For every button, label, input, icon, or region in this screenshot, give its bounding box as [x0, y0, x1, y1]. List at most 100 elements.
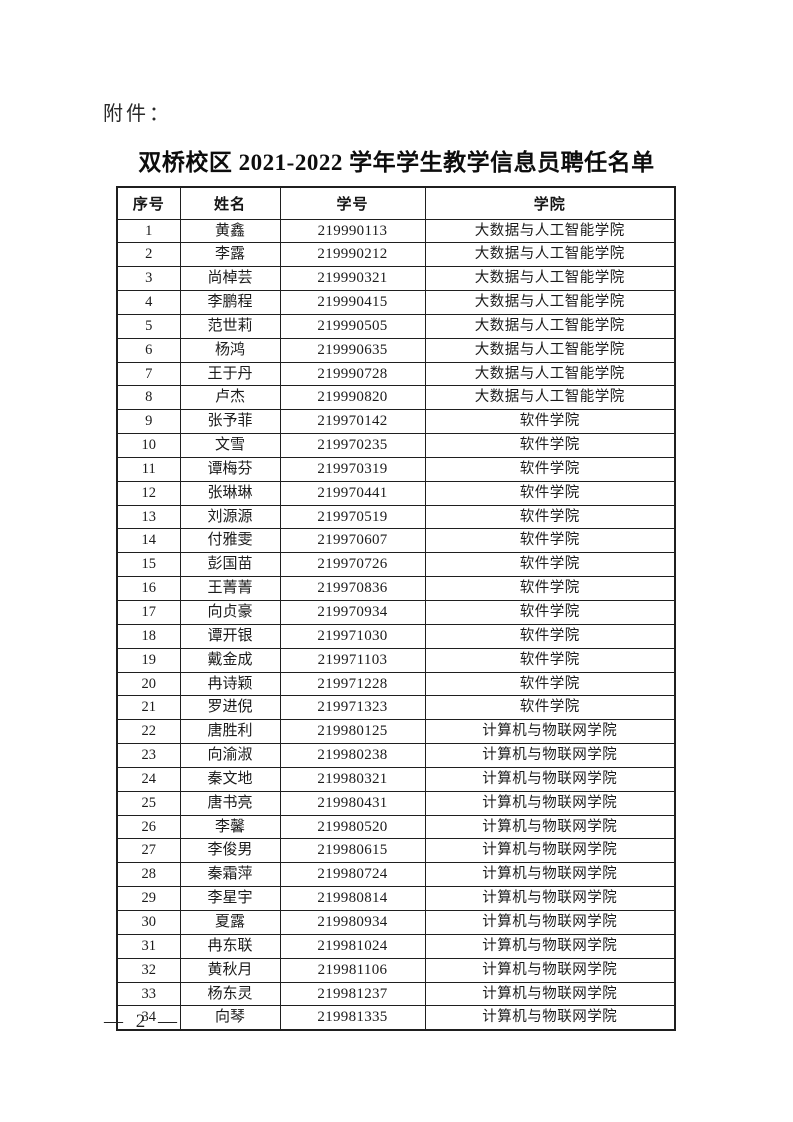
table-row: 28 秦霜萍 219980724 计算机与物联网学院 — [116, 862, 676, 888]
name-cell: 张予菲 — [179, 409, 281, 435]
column-header-college: 学院 — [424, 186, 676, 220]
college-cell: 软件学院 — [424, 623, 676, 649]
student-id-cell: 219970836 — [279, 576, 426, 601]
column-header-name: 姓名 — [179, 186, 281, 220]
name-cell: 夏露 — [179, 909, 281, 935]
name-cell: 秦文地 — [179, 766, 281, 792]
college-cell: 大数据与人工智能学院 — [424, 337, 676, 363]
name-cell: 张琳琳 — [179, 480, 281, 506]
serial-cell: 33 — [116, 981, 181, 1007]
college-cell: 软件学院 — [424, 671, 676, 697]
college-cell: 软件学院 — [424, 576, 676, 601]
serial-cell: 22 — [116, 719, 181, 745]
table-row: 8 卢杰 219990820 大数据与人工智能学院 — [116, 385, 676, 411]
table-row: 34 向琴 219981335 计算机与物联网学院 — [116, 1005, 676, 1031]
college-cell: 软件学院 — [424, 695, 676, 721]
name-cell: 冉诗颖 — [179, 671, 281, 697]
serial-cell: 23 — [116, 743, 181, 768]
serial-cell: 27 — [116, 838, 181, 864]
serial-cell: 24 — [116, 766, 181, 792]
college-cell: 计算机与物联网学院 — [424, 862, 676, 888]
serial-cell: 20 — [116, 671, 181, 697]
college-cell: 软件学院 — [424, 504, 676, 530]
roster-table: 序号 姓名 学号 学院 1 黄鑫 219990113 大数据与人工智能学院 2 李露 219990… — [116, 186, 676, 1032]
serial-cell: 25 — [116, 790, 181, 816]
student-id-cell: 219970142 — [279, 409, 426, 435]
name-cell: 李露 — [179, 242, 281, 268]
name-cell: 秦霜萍 — [179, 862, 281, 888]
college-cell: 软件学院 — [424, 600, 676, 625]
serial-cell: 14 — [116, 528, 181, 554]
name-cell: 冉东联 — [179, 933, 281, 959]
student-id-cell: 219980238 — [279, 743, 426, 768]
table-row: 19 戴金成 219971103 软件学院 — [116, 647, 676, 673]
table-row: 20 冉诗颖 219971228 软件学院 — [116, 671, 676, 697]
student-id-cell: 219970519 — [279, 504, 426, 530]
table-row: 24 秦文地 219980321 计算机与物联网学院 — [116, 766, 676, 792]
serial-cell: 11 — [116, 456, 181, 482]
student-id-cell: 219990113 — [279, 218, 426, 244]
serial-cell: 19 — [116, 647, 181, 673]
student-id-cell: 219990321 — [279, 266, 426, 292]
college-cell: 计算机与物联网学院 — [424, 957, 676, 983]
table-row: 13 刘源源 219970519 软件学院 — [116, 504, 676, 530]
table-row: 11 谭梅芬 219970319 软件学院 — [116, 456, 676, 482]
student-id-cell: 219981335 — [279, 1005, 426, 1031]
college-cell: 软件学院 — [424, 456, 676, 482]
serial-cell: 2 — [116, 242, 181, 268]
name-cell: 尚棹芸 — [179, 266, 281, 292]
college-cell: 计算机与物联网学院 — [424, 790, 676, 816]
college-cell: 大数据与人工智能学院 — [424, 385, 676, 411]
student-id-cell: 219980321 — [279, 766, 426, 792]
student-id-cell: 219981106 — [279, 957, 426, 983]
student-id-cell: 219971323 — [279, 695, 426, 721]
college-cell: 计算机与物联网学院 — [424, 1005, 676, 1031]
table-row: 16 王菁菁 219970836 软件学院 — [116, 576, 676, 601]
name-cell: 卢杰 — [179, 385, 281, 411]
name-cell: 李星宇 — [179, 886, 281, 911]
table-row: 3 尚棹芸 219990321 大数据与人工智能学院 — [116, 266, 676, 292]
serial-cell: 28 — [116, 862, 181, 888]
serial-cell: 9 — [116, 409, 181, 435]
college-cell: 大数据与人工智能学院 — [424, 361, 676, 387]
student-id-cell: 219990635 — [279, 337, 426, 363]
serial-cell: 1 — [116, 218, 181, 244]
name-cell: 范世莉 — [179, 313, 281, 339]
college-cell: 大数据与人工智能学院 — [424, 218, 676, 244]
college-cell: 软件学院 — [424, 480, 676, 506]
student-id-cell: 219970607 — [279, 528, 426, 554]
serial-cell: 5 — [116, 313, 181, 339]
student-id-cell: 219980934 — [279, 909, 426, 935]
page-number: — 2 — — [104, 1011, 181, 1032]
table-row: 6 杨鸿 219990635 大数据与人工智能学院 — [116, 337, 676, 363]
student-id-cell: 219971103 — [279, 647, 426, 673]
student-id-cell: 219990415 — [279, 290, 426, 315]
name-cell: 谭梅芬 — [179, 456, 281, 482]
table-row: 32 黄秋月 219981106 计算机与物联网学院 — [116, 957, 676, 983]
table-row: 29 李星宇 219980814 计算机与物联网学院 — [116, 886, 676, 911]
name-cell: 向渝淑 — [179, 743, 281, 768]
name-cell: 唐书亮 — [179, 790, 281, 816]
student-id-cell: 219970726 — [279, 552, 426, 578]
attachment-label: 附件： — [103, 103, 172, 125]
serial-cell: 16 — [116, 576, 181, 601]
table-row: 2 李露 219990212 大数据与人工智能学院 — [116, 242, 676, 268]
college-cell: 软件学院 — [424, 552, 676, 578]
student-id-cell: 219980814 — [279, 886, 426, 911]
college-cell: 计算机与物联网学院 — [424, 814, 676, 840]
student-id-cell: 219980431 — [279, 790, 426, 816]
serial-cell: 6 — [116, 337, 181, 363]
table-row: 21 罗进倪 219971323 软件学院 — [116, 695, 676, 721]
student-id-cell: 219970319 — [279, 456, 426, 482]
student-id-cell: 219990820 — [279, 385, 426, 411]
serial-cell: 29 — [116, 886, 181, 911]
table-row: 7 王于丹 219990728 大数据与人工智能学院 — [116, 361, 676, 387]
name-cell: 王于丹 — [179, 361, 281, 387]
student-id-cell: 219970441 — [279, 480, 426, 506]
roster-table-body: 1 黄鑫 219990113 大数据与人工智能学院 2 李露 219990212 大数据与人工… — [116, 218, 676, 1031]
college-cell: 计算机与物联网学院 — [424, 743, 676, 768]
table-row: 15 彭国苗 219970726 软件学院 — [116, 552, 676, 578]
college-cell: 计算机与物联网学院 — [424, 933, 676, 959]
college-cell: 大数据与人工智能学院 — [424, 242, 676, 268]
table-row: 23 向渝淑 219980238 计算机与物联网学院 — [116, 743, 676, 768]
